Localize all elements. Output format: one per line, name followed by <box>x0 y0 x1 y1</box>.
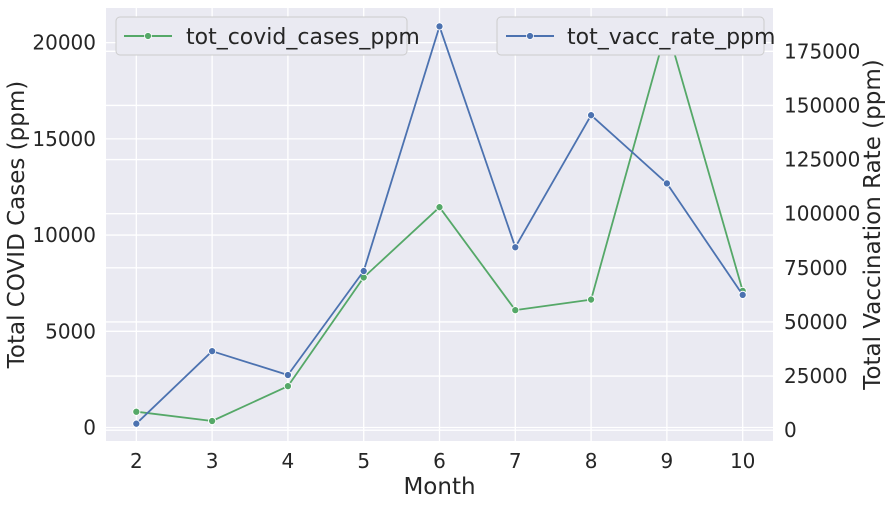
right-y-tick-label: 50000 <box>784 310 848 334</box>
x-tick-label: 4 <box>282 449 295 473</box>
right-y-tick-labels: 0 25000 50000 75000 100000 125000 150000 175000 <box>784 39 860 442</box>
legend-swatch-marker <box>144 32 152 40</box>
legend-label: tot_covid_cases_ppm <box>186 25 420 50</box>
right-y-tick-label: 150000 <box>784 93 860 117</box>
legend-vacc-rate: tot_vacc_rate_ppm <box>496 16 775 56</box>
x-tick-label: 3 <box>206 449 219 473</box>
x-tick-labels: 2 3 4 5 6 7 8 9 10 <box>130 449 755 473</box>
right-y-axis-label: Total Vaccination Rate (ppm) <box>860 59 886 390</box>
x-tick-label: 9 <box>661 449 674 473</box>
tot-vacc-rate-ppm-point <box>283 370 292 380</box>
left-y-tick-label: 15000 <box>32 127 96 151</box>
tot-vacc-rate-ppm-point <box>738 290 747 299</box>
left-y-tick-label: 10000 <box>32 223 96 247</box>
tot-covid-cases-ppm-point <box>511 306 520 315</box>
right-y-tick-label: 75000 <box>784 256 848 280</box>
right-y-tick-label: 25000 <box>784 364 848 388</box>
y-gridlines <box>106 41 773 431</box>
tot-covid-cases-ppm-point <box>283 382 292 391</box>
x-tick-label: 5 <box>357 449 370 473</box>
tot-vacc-rate-ppm-point <box>359 266 368 276</box>
x-tick-label: 6 <box>433 449 446 473</box>
legend-box <box>115 16 408 56</box>
legend-box <box>496 16 765 56</box>
tot-vacc-rate-ppm-point <box>435 22 444 31</box>
left-y-axis-label: Total COVID Cases (ppm) <box>4 81 30 369</box>
tot-vacc-rate-ppm-point <box>511 243 520 252</box>
legend-covid-cases: tot_covid_cases_ppm <box>115 16 420 56</box>
right-y-tick-label: 175000 <box>784 39 860 63</box>
legend-swatch-marker <box>526 32 534 40</box>
right-y-tick-label: 0 <box>784 418 797 442</box>
series-layer <box>132 22 747 428</box>
left-y-tick-label: 0 <box>83 416 96 440</box>
right-y-tick-label: 125000 <box>784 148 860 172</box>
left-y-tick-label: 5000 <box>45 319 96 343</box>
x-axis-label: Month <box>403 474 475 500</box>
tot-covid-cases-ppm-point <box>587 295 596 304</box>
legend-label: tot_vacc_rate_ppm <box>567 25 775 50</box>
x-gridlines <box>135 8 744 441</box>
tot-vacc-rate-ppm-point <box>662 179 671 188</box>
tot-vacc-rate-ppm-point <box>587 111 596 120</box>
tot-vacc-rate-ppm-point <box>208 347 217 356</box>
x-tick-label: 7 <box>509 449 522 473</box>
x-tick-label: 10 <box>730 449 755 473</box>
tot-covid-cases-ppm-point <box>435 203 444 212</box>
left-y-tick-label: 20000 <box>32 31 96 55</box>
tot-vacc-rate-ppm-point <box>132 419 141 428</box>
x-tick-label: 8 <box>585 449 598 473</box>
left-y-tick-labels: 0 5000 10000 15000 20000 <box>32 31 96 440</box>
x-tick-label: 2 <box>130 449 143 473</box>
right-y-tick-label: 100000 <box>784 202 860 226</box>
tot-covid-cases-ppm-point <box>208 416 217 426</box>
tot-covid-cases-ppm-point <box>132 407 141 416</box>
